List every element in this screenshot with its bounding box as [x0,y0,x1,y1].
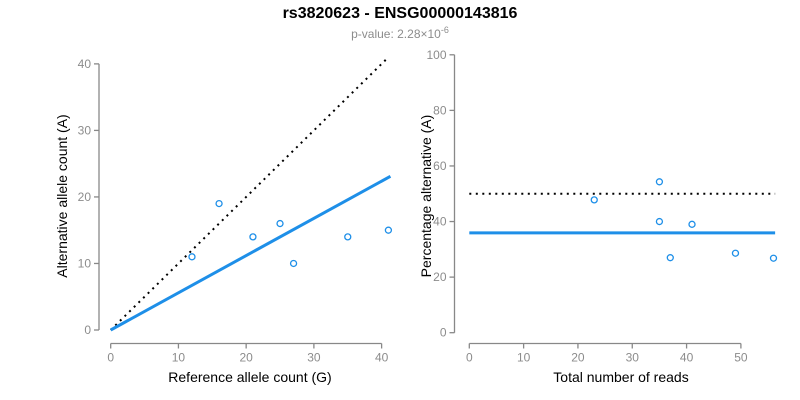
pvalue-text: p-value: 2.28×10 [351,27,441,41]
figure-subtitle: p-value: 2.28×10-6 [0,25,800,41]
y-tick-label: 40 [433,215,447,229]
data-point [655,217,664,226]
data-point [344,233,352,241]
figure-title: rs3820623 - ENSG00000143816 [282,5,518,22]
x-axis-title: Total number of reads [553,369,688,385]
y-tick-label: 20 [433,270,447,284]
x-axis-title: Reference allele count (G) [168,369,331,385]
y-axis-title: Percentage alternative (A) [418,115,434,278]
y-axis-title: Alternative allele count (A) [54,114,70,277]
data-point [249,233,257,241]
x-tick-label: 20 [239,351,253,365]
y-tick-label: 0 [440,326,447,340]
data-point [655,178,664,186]
x-tick-label: 30 [626,351,640,365]
x-tick-label: 40 [680,351,694,365]
x-tick-label: 30 [307,351,321,365]
x-tick-label: 40 [375,351,389,365]
data-point [666,254,674,262]
y-tick-label: 30 [78,123,92,137]
x-tick-label: 0 [466,351,473,365]
y-tick-label: 40 [78,57,92,71]
data-point [188,253,196,261]
data-point [590,196,598,204]
fit-line [109,175,392,332]
percentage-scatter: 0 20 40 60 80 100 0 10 20 30 40 50 Total number of r… [418,48,778,385]
x-tick-label: 0 [107,351,114,365]
y-tick-label: 20 [78,190,92,204]
pvalue-exponent: -6 [440,25,449,35]
y-tick-label: 80 [433,103,447,117]
y-tick-label: 0 [84,323,91,337]
y-tick-label: 10 [78,256,92,270]
data-point [215,199,223,208]
x-tick-label: 10 [172,351,186,365]
x-tick-label: 10 [517,351,531,365]
identity-line [109,56,390,331]
data-point [276,219,284,228]
data-point [688,220,696,228]
x-tick-label: 20 [571,351,585,365]
data-point [289,259,298,268]
allele-count-scatter: 0 10 20 30 40 0 10 20 30 40 Reference allele count… [54,56,393,385]
data-point [731,249,740,257]
y-tick-label: 100 [426,48,446,62]
x-tick-label: 50 [734,351,748,365]
data-point [769,254,778,262]
data-point [384,226,393,234]
y-tick-label: 60 [433,159,447,173]
